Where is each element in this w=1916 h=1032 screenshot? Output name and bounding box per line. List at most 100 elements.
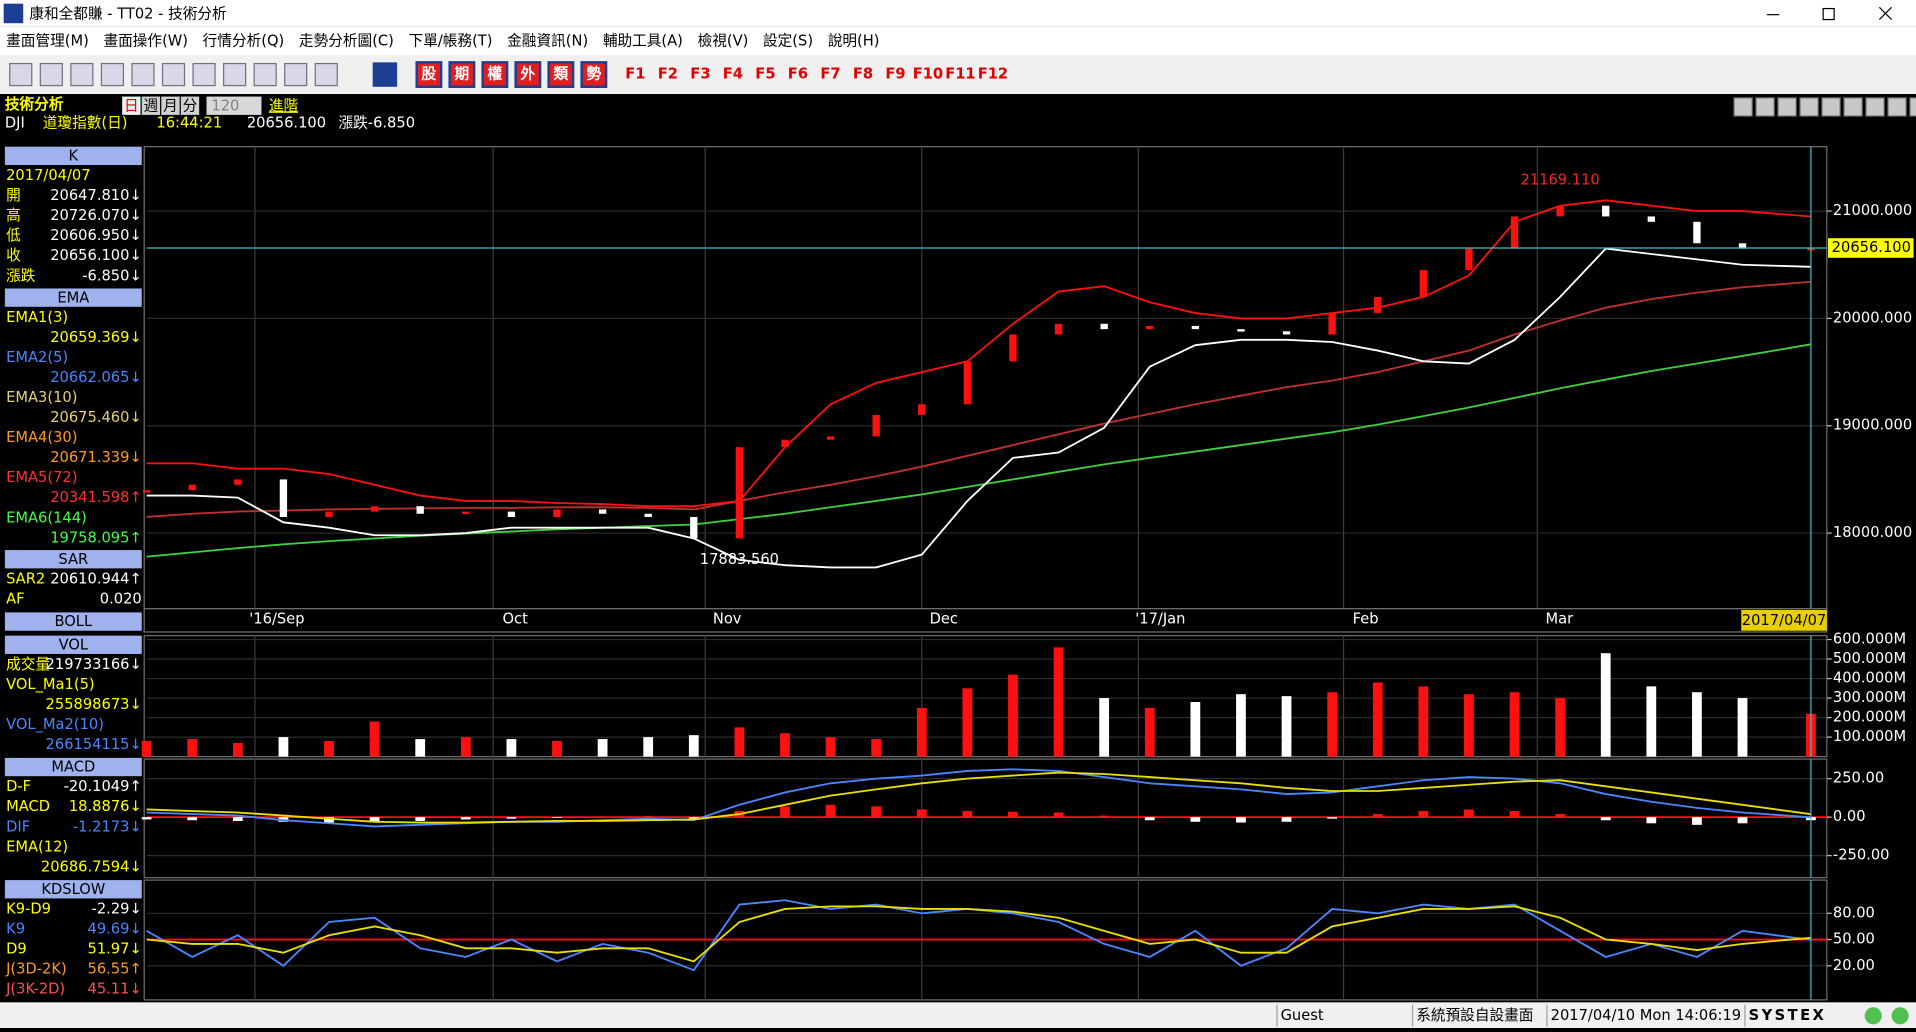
bar	[1190, 701, 1201, 757]
period-label[interactable]: 日	[124, 97, 139, 114]
section-header	[4, 288, 142, 307]
advanced-link[interactable]: 進階	[269, 97, 299, 114]
bar	[1327, 692, 1338, 757]
tool-icon[interactable]	[9, 62, 33, 87]
close[interactable]	[1878, 6, 1892, 20]
bar	[1646, 817, 1657, 824]
tool-icon[interactable]	[284, 62, 308, 87]
function-key[interactable]: F7	[820, 66, 840, 83]
candle-body	[781, 439, 789, 448]
chart-area	[0, 94, 1916, 1003]
menu-item[interactable]: 畫面操作(W)	[103, 33, 188, 50]
period-label[interactable]: 週	[144, 97, 159, 114]
maximize[interactable]	[1822, 7, 1835, 21]
status-light	[1864, 1007, 1882, 1025]
function-key[interactable]: F1	[625, 66, 645, 83]
menu-item[interactable]: 走勢分析圖(C)	[299, 33, 394, 50]
function-key[interactable]: F11	[945, 66, 975, 83]
tool-icon[interactable]	[314, 62, 338, 87]
chart-tool[interactable]	[1909, 97, 1916, 117]
function-key[interactable]: F8	[853, 66, 873, 83]
chart-tool[interactable]	[1843, 97, 1863, 117]
y-tick-label: 50.00	[1833, 931, 1875, 948]
menu-item[interactable]: 檢視(V)	[698, 33, 749, 50]
stat-label: AF	[6, 590, 24, 607]
candle-body	[598, 509, 607, 514]
function-key[interactable]: F9	[885, 66, 905, 83]
market-button[interactable]	[547, 61, 575, 89]
candle-body	[1054, 323, 1063, 335]
chart-tool[interactable]	[1733, 97, 1753, 117]
chart-tool[interactable]	[1777, 97, 1797, 117]
bar	[825, 804, 836, 818]
chart-tool[interactable]	[1887, 97, 1907, 117]
stat-label: EMA3(10)	[6, 389, 77, 406]
period-tab[interactable]	[161, 96, 180, 115]
menu-item[interactable]: 金融資訊(N)	[507, 33, 588, 50]
period-label[interactable]: 月	[163, 97, 178, 114]
tool-icon[interactable]	[161, 62, 186, 87]
menu-item[interactable]: 行情分析(Q)	[203, 33, 285, 50]
panel-frame	[143, 635, 1828, 758]
tool-icon[interactable]	[253, 62, 277, 87]
stat-value: 20341.598↑	[50, 489, 142, 506]
market-button[interactable]	[481, 61, 509, 89]
market-label[interactable]: 類	[553, 66, 569, 83]
function-key[interactable]: F4	[723, 66, 743, 83]
function-key[interactable]: F12	[978, 66, 1008, 83]
stat-value: 20610.944↑	[50, 570, 142, 587]
function-key[interactable]: F5	[755, 66, 775, 83]
tool-icon[interactable]	[100, 62, 125, 87]
section-title: MACD	[51, 759, 95, 776]
tool-icon[interactable]	[192, 62, 216, 87]
bar	[369, 817, 380, 822]
chart-tool[interactable]	[1821, 97, 1841, 117]
stat-label: 漲跌	[6, 267, 36, 284]
tool-icon[interactable]	[39, 62, 63, 87]
function-key[interactable]: F2	[658, 66, 678, 83]
menu-item[interactable]: 設定(S)	[763, 33, 813, 50]
tool-icon[interactable]	[223, 62, 247, 87]
bar	[187, 739, 198, 757]
chart-tool[interactable]	[1755, 97, 1775, 117]
stat-label: EMA(12)	[6, 838, 68, 855]
function-key[interactable]: F6	[788, 66, 808, 83]
function-key[interactable]: F3	[690, 66, 710, 83]
menu-item[interactable]: 畫面管理(M)	[6, 33, 89, 50]
tool-icon[interactable]	[131, 62, 155, 87]
candle-body	[1100, 323, 1108, 330]
chart-tool[interactable]	[1799, 97, 1819, 117]
menu-item[interactable]: 說明(H)	[828, 33, 880, 50]
bar	[369, 721, 380, 757]
market-label[interactable]: 期	[455, 65, 470, 83]
x-tick-label: Oct	[502, 611, 528, 628]
function-key[interactable]: F10	[913, 66, 943, 83]
market-button[interactable]	[514, 61, 542, 89]
x-tick-label: '17/Jan	[1135, 611, 1185, 628]
market-button[interactable]	[448, 61, 476, 89]
candle-body	[553, 509, 561, 517]
stat-label: EMA2(5)	[6, 349, 68, 366]
tool-icon[interactable]	[372, 62, 398, 87]
period-tab[interactable]	[122, 96, 141, 115]
bar	[1464, 694, 1474, 757]
market-label[interactable]: 勢	[587, 65, 602, 83]
market-label[interactable]: 外	[520, 65, 536, 83]
bar	[1053, 812, 1064, 818]
period-tab[interactable]	[180, 96, 200, 115]
market-button[interactable]	[415, 61, 443, 89]
tool-icon[interactable]	[70, 62, 94, 87]
menu-item[interactable]: 輔助工具(A)	[603, 33, 683, 50]
market-button[interactable]	[580, 61, 608, 89]
menu-item[interactable]: 下單/帳務(T)	[409, 33, 493, 50]
market-label[interactable]: 權	[488, 65, 503, 83]
market-label[interactable]: 股	[422, 66, 437, 83]
candle-body	[1647, 216, 1655, 222]
x-tick-label: Dec	[930, 611, 958, 628]
period-tab[interactable]	[141, 96, 161, 115]
count-combo[interactable]	[206, 96, 262, 115]
period-label[interactable]: 分	[183, 97, 198, 114]
chart-tool[interactable]	[1865, 97, 1885, 117]
count-value[interactable]: 120	[211, 97, 239, 114]
